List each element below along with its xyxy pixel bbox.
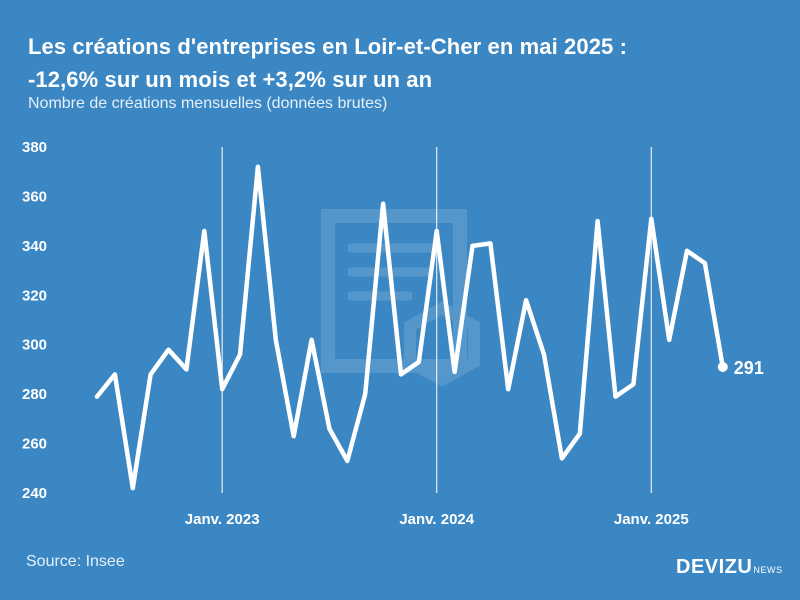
x-tick-label: Janv. 2025 [614, 511, 689, 528]
chart-title-line1: Les créations d'entreprises en Loir-et-C… [28, 34, 628, 59]
series-line [94, 164, 726, 491]
chart-title-line2: -12,6% sur un mois et +3,2% sur un an [28, 67, 433, 92]
watermark-document-icon [321, 209, 480, 387]
y-tick-label: 340 [22, 238, 47, 255]
grid-lines [221, 147, 652, 493]
y-tick-label: 360 [22, 188, 47, 205]
y-tick-label: 280 [22, 386, 47, 403]
chart-title: Les créations d'entreprises en Loir-et-C… [28, 30, 788, 96]
chart-subtitle: Nombre de créations mensuelles (données … [28, 95, 388, 112]
brand-name: DEVIZU [676, 556, 753, 578]
y-tick-label: 260 [22, 436, 47, 453]
source-note: Source: Insee [26, 553, 125, 570]
y-tick-label: 380 [22, 139, 47, 156]
y-tick-label: 320 [22, 287, 47, 304]
y-axis-ticks: 380 360 340 320 300 280 260 240 [22, 139, 47, 502]
last-point-marker [717, 361, 728, 372]
x-axis-ticks: Janv. 2023 Janv. 2024 Janv. 2025 [185, 511, 689, 528]
brand-logo: DEVIZUNEWS [676, 556, 783, 579]
x-tick-label: Janv. 2023 [185, 511, 260, 528]
x-tick-label: Janv. 2024 [399, 511, 474, 528]
y-tick-label: 300 [22, 337, 47, 354]
brand-suffix: NEWS [753, 565, 783, 575]
y-tick-label: 240 [22, 485, 47, 502]
last-value-label: 291 [734, 358, 764, 378]
